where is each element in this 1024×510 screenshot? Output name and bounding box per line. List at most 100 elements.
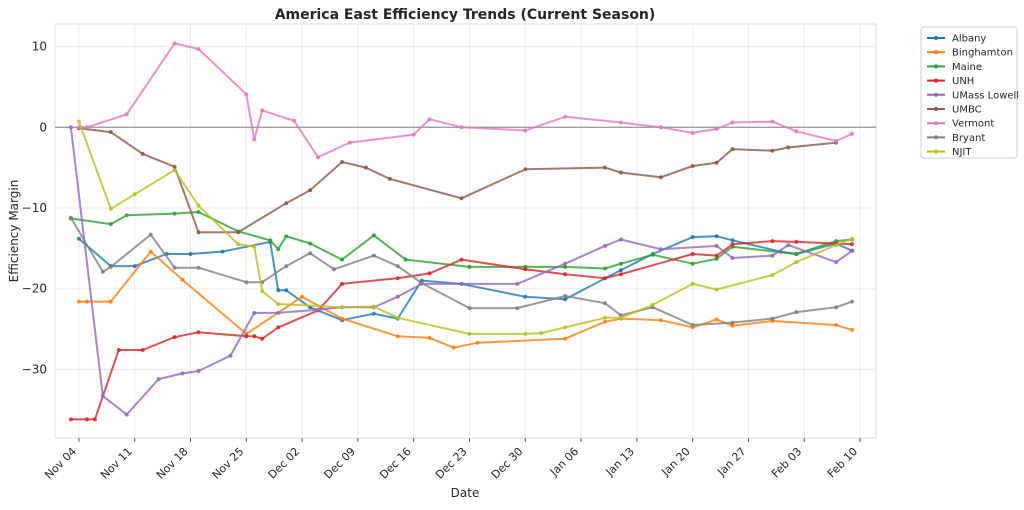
data-point — [347, 140, 352, 145]
series-njit — [76, 119, 855, 336]
legend-entry: Maine — [927, 62, 982, 73]
data-point — [850, 236, 855, 241]
data-point — [76, 119, 81, 124]
data-point — [714, 234, 719, 239]
legend-label: UNH — [952, 76, 974, 87]
data-point — [730, 147, 735, 152]
data-point — [515, 306, 520, 311]
data-point — [284, 234, 289, 239]
data-point — [252, 334, 257, 339]
data-point — [76, 299, 81, 304]
data-point — [316, 155, 320, 160]
data-point — [276, 310, 281, 315]
data-point — [252, 137, 257, 142]
data-point — [786, 243, 791, 248]
data-point — [730, 323, 735, 328]
legend-marker — [934, 36, 938, 40]
data-point — [690, 235, 695, 240]
data-point — [618, 120, 623, 125]
legend-label: Binghamton — [952, 48, 1013, 59]
legend-marker — [934, 149, 938, 154]
legend: Albany Binghamton Maine UNH UMass Lowell UMBC… — [920, 26, 1019, 159]
data-point — [603, 165, 607, 170]
legend-label: Maine — [952, 62, 982, 73]
data-point — [308, 251, 313, 256]
data-point — [770, 239, 775, 244]
data-point — [730, 120, 735, 125]
data-point — [371, 233, 376, 238]
data-point — [730, 256, 735, 260]
data-point — [427, 117, 432, 122]
data-point — [459, 125, 464, 130]
data-point — [451, 345, 456, 350]
data-point — [108, 299, 113, 304]
legend-marker — [934, 78, 938, 83]
legend-label: Bryant — [952, 133, 985, 144]
data-point — [148, 232, 153, 237]
data-point — [658, 175, 663, 180]
data-point — [340, 257, 344, 262]
data-point — [603, 276, 607, 281]
data-point — [770, 253, 775, 258]
data-point — [100, 269, 105, 274]
data-point — [730, 242, 735, 247]
legend-marker — [934, 92, 938, 97]
data-point — [188, 252, 193, 256]
data-point — [156, 377, 161, 382]
data-point — [563, 336, 568, 341]
data-point — [714, 160, 719, 165]
legend-label: Vermont — [952, 119, 994, 130]
data-point — [340, 305, 344, 310]
data-point — [196, 230, 201, 235]
data-point — [108, 264, 113, 269]
data-point — [68, 215, 73, 220]
data-point — [539, 331, 544, 336]
data-point — [220, 249, 225, 254]
legend-entry: Vermont — [927, 119, 994, 130]
data-point — [658, 125, 663, 130]
data-point — [284, 264, 289, 269]
data-point — [714, 317, 719, 322]
data-point — [794, 260, 799, 265]
data-point — [108, 206, 113, 211]
legend-label: Albany — [952, 34, 986, 45]
legend-label: UMBC — [952, 105, 982, 116]
data-point — [690, 164, 695, 168]
data-point — [276, 325, 281, 330]
data-point — [276, 288, 281, 293]
data-point — [523, 128, 528, 133]
data-point — [284, 288, 289, 293]
data-point — [84, 125, 89, 130]
legend-entry: UMBC — [927, 105, 982, 116]
data-point — [467, 306, 472, 311]
data-point — [658, 247, 663, 252]
data-point — [411, 132, 416, 137]
legend-marker — [934, 107, 938, 111]
data-point — [172, 265, 177, 270]
data-point — [834, 260, 839, 265]
data-point — [308, 241, 313, 246]
data-point — [834, 139, 839, 143]
legend-marker — [934, 121, 938, 126]
series-line — [69, 127, 853, 416]
data-point — [786, 145, 791, 150]
data-point — [714, 287, 719, 292]
data-point — [148, 249, 153, 254]
data-point — [252, 310, 257, 315]
data-point — [116, 348, 121, 352]
data-point — [618, 272, 623, 277]
y-tick-label: 10 — [32, 40, 47, 54]
y-tick-label: −30 — [22, 362, 47, 376]
legend-marker — [934, 135, 938, 140]
data-point — [770, 273, 775, 277]
data-point — [363, 165, 368, 170]
data-point — [308, 188, 313, 193]
data-point — [563, 297, 568, 302]
data-point — [292, 118, 297, 123]
data-point — [196, 265, 201, 270]
data-point — [140, 151, 145, 156]
data-point — [714, 243, 719, 248]
data-point — [563, 272, 568, 277]
